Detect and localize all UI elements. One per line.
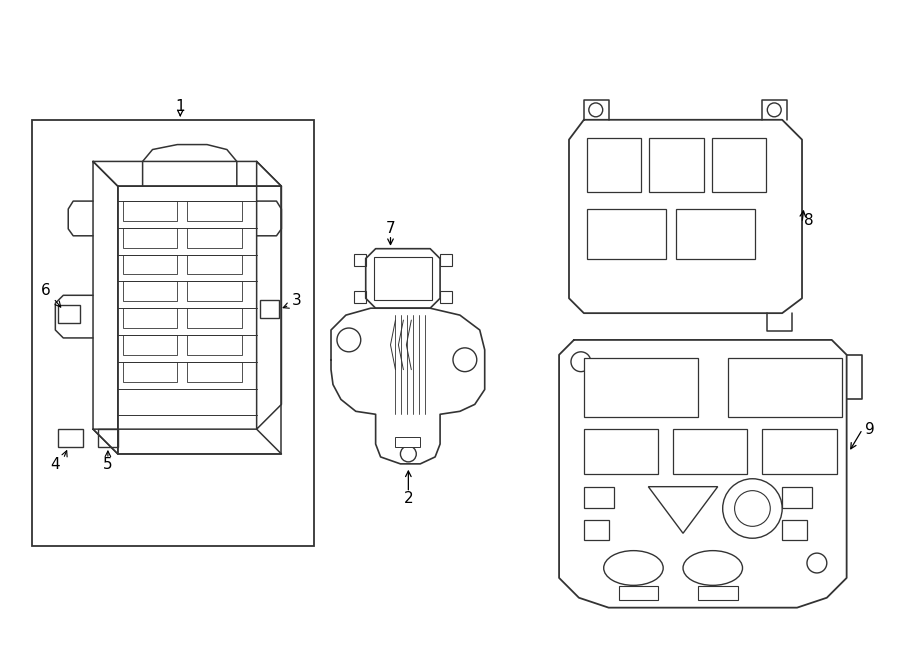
Circle shape — [768, 103, 781, 117]
Bar — [698, 586, 738, 600]
Text: 2: 2 — [403, 491, 413, 506]
Bar — [584, 486, 614, 508]
Text: 7: 7 — [386, 221, 395, 237]
Circle shape — [734, 490, 770, 526]
Bar — [58, 429, 83, 447]
Bar — [32, 120, 314, 546]
Bar — [98, 429, 118, 447]
Text: 5: 5 — [104, 457, 112, 473]
Text: 9: 9 — [865, 422, 874, 437]
Bar — [259, 300, 279, 318]
Bar — [187, 308, 242, 328]
Circle shape — [807, 553, 827, 573]
Bar — [354, 292, 365, 303]
Bar — [187, 201, 242, 221]
Bar — [440, 254, 452, 266]
Bar — [122, 228, 177, 248]
Bar — [395, 437, 420, 447]
Bar — [618, 586, 658, 600]
Bar — [187, 362, 242, 381]
Bar — [187, 254, 242, 274]
Text: 1: 1 — [176, 99, 185, 114]
Text: 6: 6 — [40, 283, 50, 298]
Bar — [584, 520, 608, 540]
Bar — [584, 429, 658, 474]
Bar — [762, 429, 837, 474]
Bar — [649, 137, 704, 192]
Bar — [782, 486, 812, 508]
Bar — [587, 209, 666, 258]
Bar — [122, 201, 177, 221]
Circle shape — [337, 328, 361, 352]
Bar — [187, 228, 242, 248]
Bar — [122, 282, 177, 301]
Circle shape — [571, 352, 590, 371]
Bar — [187, 282, 242, 301]
Text: 4: 4 — [50, 457, 60, 473]
Bar — [122, 362, 177, 381]
Bar — [673, 429, 748, 474]
Bar — [676, 209, 755, 258]
Circle shape — [723, 479, 782, 538]
Circle shape — [589, 103, 603, 117]
Circle shape — [400, 446, 417, 462]
Ellipse shape — [604, 551, 663, 586]
Text: 8: 8 — [804, 214, 814, 229]
Bar — [58, 305, 80, 323]
Bar — [440, 292, 452, 303]
Bar — [354, 254, 365, 266]
Bar — [712, 137, 766, 192]
Ellipse shape — [683, 551, 742, 586]
Bar — [587, 137, 642, 192]
Bar — [187, 335, 242, 355]
Bar — [374, 256, 432, 300]
Bar — [782, 520, 807, 540]
Circle shape — [453, 348, 477, 371]
Bar — [727, 358, 842, 417]
Bar — [122, 254, 177, 274]
Bar — [122, 335, 177, 355]
Bar — [584, 358, 698, 417]
Bar — [122, 308, 177, 328]
Text: 3: 3 — [292, 293, 302, 308]
